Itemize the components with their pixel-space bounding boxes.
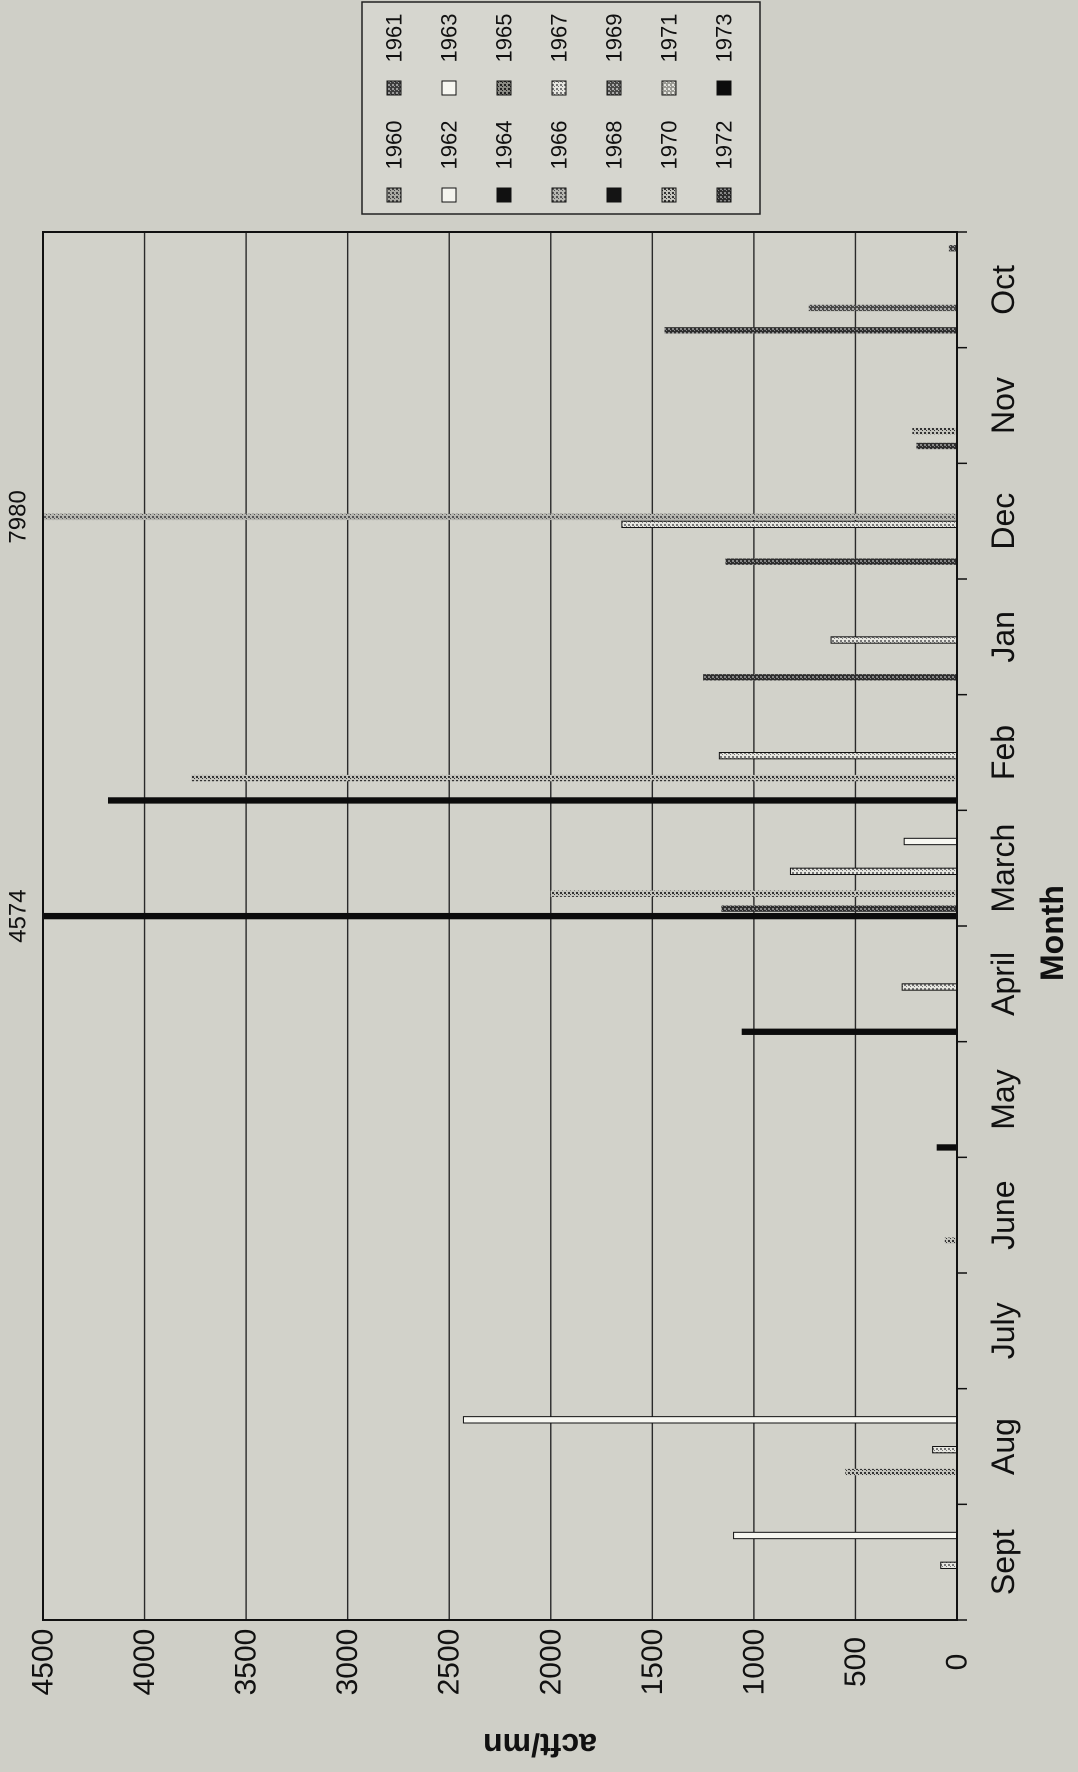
bar-dec-1967 [621, 520, 958, 529]
x-tick-label-dec: Dec [985, 493, 1021, 550]
legend-swatch-1963 [441, 80, 457, 96]
x-tick-label-june: June [985, 1180, 1021, 1249]
bar-feb-1967 [718, 752, 958, 760]
legend-label-1967: 1967 [547, 14, 572, 63]
bar-jan-1972 [703, 674, 957, 681]
y-tick-label-4500: 4500 [27, 1629, 60, 1696]
legend-label-1971: 1971 [657, 14, 682, 63]
legend-label-1969: 1969 [602, 14, 627, 63]
x-tick-label-feb: Feb [985, 725, 1021, 780]
bar-nov-1972 [916, 442, 957, 450]
legend-label-1960: 1960 [382, 121, 407, 170]
x-tick-label-nov: Nov [985, 377, 1021, 434]
legend-swatch-1962 [441, 187, 457, 203]
legend-swatch-1970 [661, 187, 677, 203]
legend-swatch-1966 [551, 187, 567, 203]
bar-may-1973 [936, 1144, 957, 1151]
y-tick-label-2000: 2000 [534, 1629, 567, 1696]
x-tick-label-april: April [985, 952, 1021, 1016]
legend-label-1965: 1965 [492, 14, 517, 63]
x-tick-label-july: July [985, 1302, 1021, 1359]
bar-dec-1966 [43, 513, 957, 521]
plot-background [43, 232, 957, 1620]
bar-oct-1972 [664, 327, 957, 334]
y-axis-title: acft/mn [483, 1727, 597, 1763]
bar-oct-1961 [948, 245, 957, 252]
legend-label-1962: 1962 [437, 121, 462, 170]
x-tick-label-march: March [985, 824, 1021, 913]
legend-label-1966: 1966 [547, 121, 572, 170]
y-tick-label-3000: 3000 [331, 1629, 364, 1696]
bar-april-1967 [901, 983, 958, 991]
legend-label-1973: 1973 [712, 14, 737, 63]
legend-swatch-1965 [496, 80, 512, 96]
legend-label-1968: 1968 [602, 121, 627, 170]
bars [43, 245, 958, 1570]
legend-label-1970: 1970 [657, 121, 682, 170]
legend-box [361, 1, 761, 215]
callout-7980: 7980 [5, 490, 32, 543]
bar-march-1972 [721, 905, 957, 912]
y-tick-label-2500: 2500 [433, 1629, 466, 1696]
legend-swatch-1971 [661, 80, 677, 96]
x-tick-label-oct: Oct [985, 265, 1021, 315]
y-tick-label-1000: 1000 [737, 1629, 770, 1696]
plot-area [42, 232, 958, 1620]
bar-aug-1967 [932, 1446, 958, 1454]
bar-march-1967 [789, 867, 958, 876]
bar-march-1970 [550, 890, 957, 897]
bar-march-1973 [43, 912, 957, 920]
bar-aug-1963 [462, 1416, 958, 1424]
legend-swatch-1961 [386, 80, 402, 96]
bar-april-1973 [741, 1028, 957, 1035]
bar-march-1963 [903, 837, 958, 846]
y-tick-label-3500: 3500 [230, 1629, 263, 1696]
legend-swatch-1960 [386, 187, 402, 203]
bar-aug-1970 [845, 1468, 957, 1476]
legend-swatch-1964 [496, 187, 512, 203]
legend-label-1964: 1964 [492, 121, 517, 170]
callout-4574: 4574 [5, 889, 32, 942]
legend-swatch-1967 [551, 80, 567, 96]
bar-sept-1967 [940, 1561, 958, 1570]
bar-june-1970 [944, 1237, 957, 1244]
bar-jan-1967 [830, 636, 958, 644]
y-tick-label-0: 0 [941, 1654, 974, 1671]
legend-swatch-1972 [716, 187, 732, 203]
y-tick-label-1500: 1500 [636, 1629, 669, 1696]
legend-label-1963: 1963 [437, 14, 462, 63]
legend-swatch-1969 [606, 80, 622, 96]
bar-feb-1970 [191, 774, 957, 782]
bar-nov-1970 [912, 427, 957, 435]
legend: 1960 1961 1962 1963 1964 1965 1966 1967 1968 1969… [361, 1, 761, 215]
bar-oct-1969 [808, 304, 957, 312]
legend-label-1972: 1972 [712, 121, 737, 170]
bar-feb-1973 [107, 797, 958, 804]
x-tick-label-aug: Aug [985, 1418, 1021, 1475]
bar-dec-1972 [725, 558, 957, 565]
bar-sept-1963 [733, 1531, 958, 1540]
y-tick-label-500: 500 [839, 1637, 872, 1687]
x-axis-title: Month [1034, 885, 1070, 981]
y-tick-label-4000: 4000 [128, 1629, 161, 1696]
x-tick-label-sept: Sept [985, 1529, 1021, 1595]
legend-swatch-1973 [716, 80, 732, 96]
legend-label-1961: 1961 [382, 14, 407, 63]
axes: 0 500 1000 1500 2000 2500 3000 3500 4000 4500 Oct N… [5, 231, 1070, 1763]
legend-swatch-1968 [606, 187, 622, 203]
x-tick-label-may: May [985, 1069, 1021, 1129]
x-tick-label-jan: Jan [985, 611, 1021, 663]
